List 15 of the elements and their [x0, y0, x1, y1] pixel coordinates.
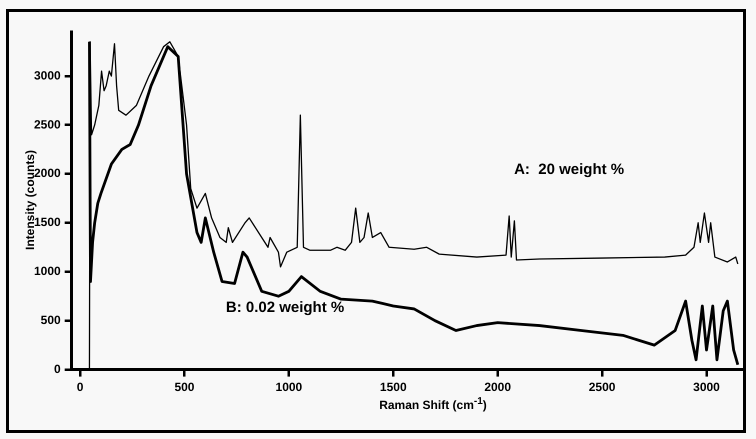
x-tick-label: 1000: [276, 380, 303, 394]
x-tick-label: 0: [76, 380, 84, 394]
x-tick-label: 1500: [380, 380, 407, 394]
x-tick-label: 2000: [484, 380, 512, 394]
y-tick-label: 3000: [34, 68, 62, 82]
x-tick-label: 3000: [693, 380, 720, 394]
y-tick-label: 2500: [34, 117, 62, 132]
y-tick-label: 500: [40, 312, 62, 327]
x-tick-label: 2500: [588, 380, 616, 394]
y-tick-label: 0: [54, 362, 62, 376]
x-tick-label: 500: [174, 380, 195, 394]
series-label: B: 0.02 weight %: [226, 299, 344, 316]
text: A: 20 weight %: [514, 160, 624, 178]
y-tick-label: 1000: [34, 264, 62, 278]
x-axis-title: Raman Shift (cm$^{-1}$): [378, 396, 488, 412]
